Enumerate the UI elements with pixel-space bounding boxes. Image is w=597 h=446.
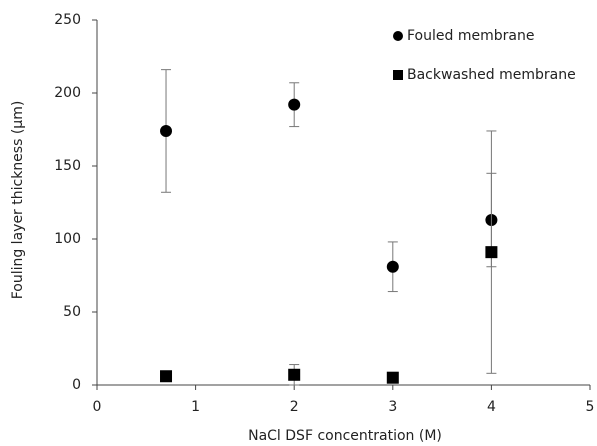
y-tick-label: 50: [63, 304, 81, 320]
x-tick-label: 5: [586, 399, 595, 415]
y-tick-label: 150: [54, 158, 81, 174]
point: [288, 98, 301, 111]
point: [160, 370, 173, 383]
legend-label: Fouled membrane: [407, 28, 534, 44]
point: [160, 124, 173, 137]
y-tick-label: 0: [72, 377, 81, 393]
point: [386, 260, 399, 273]
point: [386, 371, 399, 384]
x-tick-label: 2: [290, 399, 299, 415]
x-tick-label: 1: [191, 399, 200, 415]
legend-marker: [393, 70, 403, 80]
y-tick-label: 100: [54, 231, 81, 247]
x-tick-label: 4: [487, 399, 496, 415]
point: [288, 368, 301, 381]
legend-marker: [393, 31, 403, 41]
x-axis-label: NaCl DSF concentration (M): [248, 428, 442, 444]
x-tick-label: 3: [388, 399, 397, 415]
point: [485, 246, 498, 259]
x-tick-label: 0: [93, 399, 102, 415]
legend-label: Backwashed membrane: [407, 67, 576, 83]
y-axis-label: Fouling layer thickness (µm): [10, 101, 26, 300]
y-tick-label: 200: [54, 85, 81, 101]
y-tick-label: 250: [54, 12, 81, 28]
